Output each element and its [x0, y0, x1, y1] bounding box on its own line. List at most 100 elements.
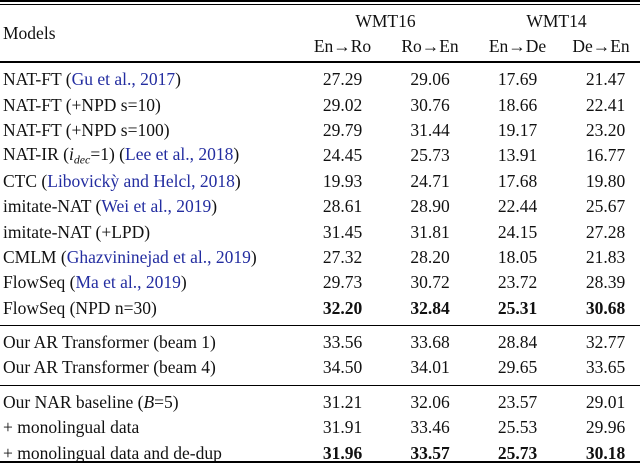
- value-cell: 27.29: [322, 69, 363, 90]
- value-cell: 29.96: [585, 417, 626, 438]
- table-row: imitate-NAT (Wei et al., 2019) 28.61 28.90…: [0, 194, 640, 219]
- col-header-de-en: De→En: [572, 36, 630, 56]
- citation-link[interactable]: Ghazvininejad et al., 2019: [66, 246, 251, 267]
- table-row: CTC (Libovickỳ and Helcl, 2018) 19.93 24.7…: [0, 169, 640, 194]
- value-cell: 29.06: [410, 69, 450, 90]
- model-label-text: CTC (: [3, 170, 48, 191]
- model-label-text: =1) (: [90, 144, 125, 165]
- value-cell: 24.71: [410, 170, 450, 191]
- model-label-text: imitate-NAT (+LPD): [3, 221, 151, 242]
- value-cell: 25.67: [585, 196, 626, 217]
- model-label-text: ): [233, 144, 240, 165]
- model-cell: NAT-FT (+NPD s=10): [0, 92, 298, 117]
- citation-link[interactable]: Lee et al., 2018: [125, 144, 234, 165]
- model-label-text: dec: [73, 152, 91, 167]
- value-cell: 32.77: [585, 332, 626, 353]
- table-header: Models WMT16 WMT14 En→Ro Ro→En En→De De→…: [0, 5, 640, 62]
- value-cell: 19.17: [497, 119, 538, 140]
- model-cell: NAT-FT (+NPD s=100): [0, 118, 298, 143]
- table-row: + monolingual data 31.91 33.46 25.53 29.96: [0, 415, 640, 440]
- model-label-text: ): [175, 69, 181, 90]
- value-cell: 34.01: [410, 357, 450, 378]
- bottom-rule: [0, 461, 640, 463]
- value-cell: 31.96: [322, 442, 363, 463]
- value-cell: 25.53: [497, 417, 538, 438]
- table-row: NAT-FT (Gu et al., 2017) 27.29 29.06 17.69 2…: [0, 62, 640, 92]
- top-rule-thick: [0, 0, 640, 2]
- model-label-text: + monolingual data: [3, 417, 140, 438]
- value-cell: 29.01: [585, 391, 626, 412]
- value-cell: 34.50: [322, 357, 363, 378]
- value-cell: 28.84: [497, 332, 538, 353]
- value-cell: 31.44: [410, 119, 450, 140]
- value-cell: 30.72: [410, 272, 450, 293]
- citation-link[interactable]: Wei et al., 2019: [101, 196, 212, 217]
- dataset-header-row: Models WMT16 WMT14: [0, 5, 640, 43]
- value-cell: 33.56: [322, 332, 363, 353]
- model-cell: NAT-IR (idec=1) (Lee et al., 2018): [0, 143, 298, 168]
- value-cell: 30.76: [410, 94, 450, 115]
- value-cell: 32.20: [322, 297, 363, 318]
- value-cell: 29.73: [322, 272, 363, 293]
- model-label-text: ): [250, 246, 257, 267]
- value-cell: 31.45: [322, 221, 363, 242]
- table-row: NAT-FT (+NPD s=10) 29.02 30.76 18.66 22.41: [0, 92, 640, 117]
- value-cell: 32.84: [410, 297, 450, 318]
- value-cell: 28.90: [410, 196, 450, 217]
- value-cell: 28.20: [410, 246, 450, 267]
- value-cell: 19.93: [322, 170, 363, 191]
- value-cell: 27.32: [322, 246, 363, 267]
- model-cell: imitate-NAT (Wei et al., 2019): [0, 194, 298, 219]
- table-row: NAT-IR (idec=1) (Lee et al., 2018) 24.45 2…: [0, 143, 640, 168]
- citation-link[interactable]: Libovickỳ and Helcl, 2018: [47, 170, 235, 191]
- value-cell: 13.91: [497, 145, 538, 166]
- value-cell: 29.79: [322, 119, 363, 140]
- table-row: Our NAR baseline (B=5) 31.21 32.06 23.57 29.…: [0, 385, 640, 415]
- value-cell: 27.28: [585, 221, 626, 242]
- model-label-text: i: [68, 144, 74, 165]
- value-cell: 23.20: [585, 119, 626, 140]
- model-label-text: imitate-NAT (: [3, 196, 102, 217]
- group-our-nar: Our NAR baseline (B=5) 31.21 32.06 23.57 29.…: [0, 385, 640, 465]
- model-label-text: Our AR Transformer (beam 4): [3, 357, 216, 378]
- value-cell: 22.41: [585, 94, 626, 115]
- model-cell: + monolingual data and de-dup: [0, 440, 298, 465]
- value-cell: 29.65: [497, 357, 538, 378]
- model-label-text: =5): [154, 391, 179, 412]
- model-label-text: ): [234, 170, 241, 191]
- value-cell: 31.81: [410, 221, 450, 242]
- citation-link[interactable]: Gu et al., 2017: [71, 69, 176, 90]
- model-label-text: CMLM (: [3, 246, 67, 267]
- value-cell: 21.47: [585, 69, 626, 90]
- col-header-ro-en: Ro→En: [401, 36, 459, 56]
- table-row: Our AR Transformer (beam 4) 34.50 34.01 29.…: [0, 355, 640, 385]
- group-header-wmt16: WMT16: [355, 11, 416, 31]
- value-cell: 19.80: [585, 170, 626, 191]
- model-label-text: Our NAR baseline (: [3, 391, 144, 412]
- citation-link[interactable]: Ma et al., 2019: [75, 272, 181, 293]
- value-cell: 31.21: [322, 391, 363, 412]
- table-row: FlowSeq (Ma et al., 2019) 29.73 30.72 23.72…: [0, 270, 640, 295]
- model-cell: FlowSeq (Ma et al., 2019): [0, 270, 298, 295]
- model-cell: CMLM (Ghazvininejad et al., 2019): [0, 245, 298, 270]
- value-cell: 17.69: [497, 69, 538, 90]
- table-row: NAT-FT (+NPD s=100) 29.79 31.44 19.17 23.20: [0, 118, 640, 143]
- model-label-text: B: [143, 391, 155, 412]
- value-cell: 33.68: [410, 332, 450, 353]
- model-cell: Our AR Transformer (beam 1): [0, 325, 298, 355]
- value-cell: 30.18: [585, 442, 626, 463]
- value-cell: 33.57: [410, 442, 450, 463]
- value-cell: 23.72: [497, 272, 538, 293]
- value-cell: 28.39: [585, 272, 626, 293]
- value-cell: 25.31: [497, 297, 538, 318]
- table-row: Our AR Transformer (beam 1) 33.56 33.68 28.…: [0, 325, 640, 355]
- value-cell: 32.06: [410, 391, 450, 412]
- value-cell: 28.61: [322, 196, 363, 217]
- model-label-text: NAT-FT (+NPD s=100): [3, 119, 170, 140]
- model-cell: FlowSeq (NPD n=30): [0, 296, 298, 326]
- model-cell: Our NAR baseline (B=5): [0, 385, 298, 415]
- model-label-text: FlowSeq (NPD n=30): [3, 297, 157, 318]
- value-cell: 23.57: [497, 391, 538, 412]
- model-cell: Our AR Transformer (beam 4): [0, 355, 298, 385]
